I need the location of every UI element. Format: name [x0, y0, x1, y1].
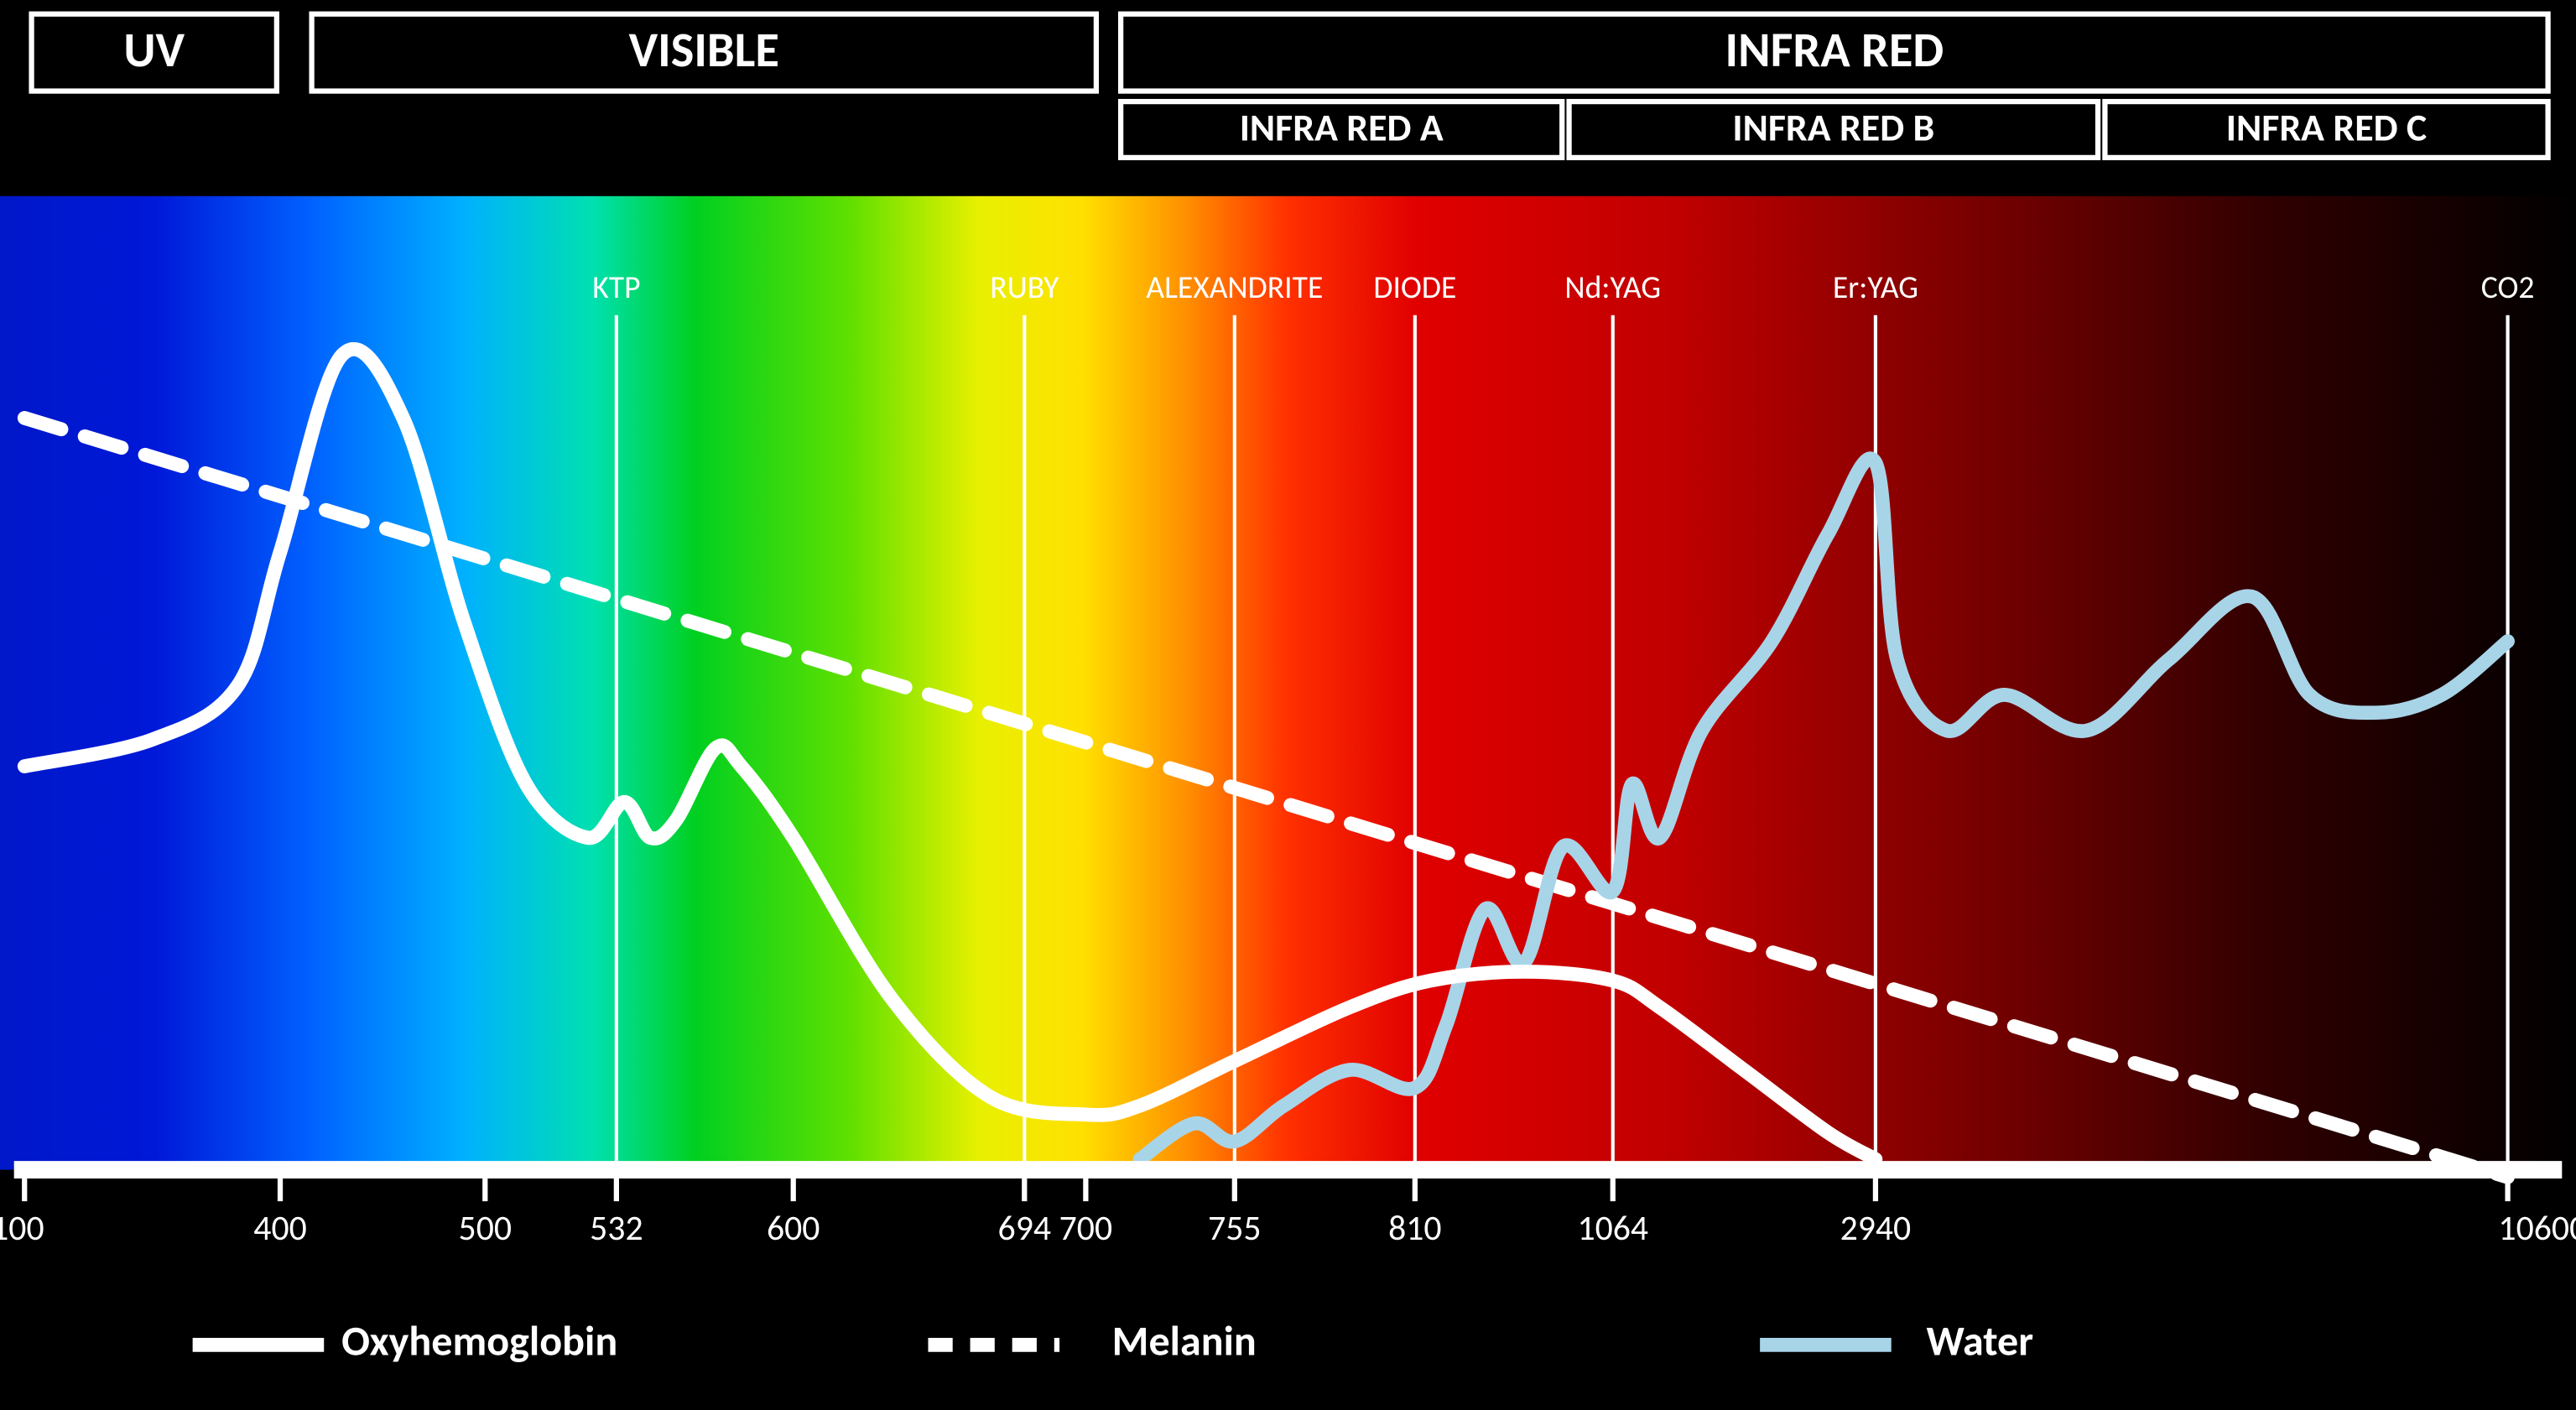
- header-label-visible: VISIBLE: [629, 19, 779, 80]
- header-label-irb: INFRA RED B: [1732, 105, 1934, 152]
- tick-label-532: 532: [590, 1207, 643, 1250]
- laser-label-eryag: Er:YAG: [1833, 268, 1918, 307]
- tick-label-755: 755: [1208, 1207, 1261, 1250]
- tick-label-500: 500: [459, 1207, 512, 1250]
- legend-label-water: Water: [1926, 1315, 2033, 1366]
- spectrum-band: [0, 196, 2576, 1170]
- tick-label-10600: 10600: [2498, 1207, 2576, 1250]
- header-label-irc: INFRA RED C: [2226, 105, 2427, 152]
- tick-label-100: 100: [0, 1207, 44, 1250]
- tick-label-694: 694: [998, 1207, 1051, 1250]
- laser-label-ndyag: Nd:YAG: [1564, 268, 1661, 307]
- laser-label-ruby: RUBY: [990, 268, 1059, 307]
- legend-label-oxy: Oxyhemoglobin: [341, 1315, 617, 1366]
- laser-label-alex: ALEXANDRITE: [1146, 268, 1323, 307]
- legend-label-mel: Melanin: [1112, 1315, 1257, 1366]
- laser-label-diode: DIODE: [1373, 268, 1456, 307]
- tick-label-2940: 2940: [1840, 1207, 1912, 1250]
- laser-label-co2: CO2: [2481, 268, 2535, 307]
- header-label-ira: INFRA RED A: [1240, 105, 1444, 152]
- tick-label-600: 600: [767, 1207, 820, 1250]
- header-label-infrared: INFRA RED: [1725, 19, 1944, 80]
- tick-label-1064: 1064: [1577, 1207, 1648, 1250]
- tick-label-810: 810: [1388, 1207, 1441, 1250]
- absorption-spectrum-chart: UV VISIBLE INFRA RED INFRA RED A INFRA RED B…: [0, 0, 2576, 1410]
- header-label-uv: UV: [123, 19, 185, 80]
- tick-label-700: 700: [1059, 1207, 1112, 1250]
- chart-svg: UV VISIBLE INFRA RED INFRA RED A INFRA RED B…: [0, 0, 2576, 1410]
- tick-label-400: 400: [253, 1207, 306, 1250]
- laser-label-ktp: KTP: [592, 268, 640, 307]
